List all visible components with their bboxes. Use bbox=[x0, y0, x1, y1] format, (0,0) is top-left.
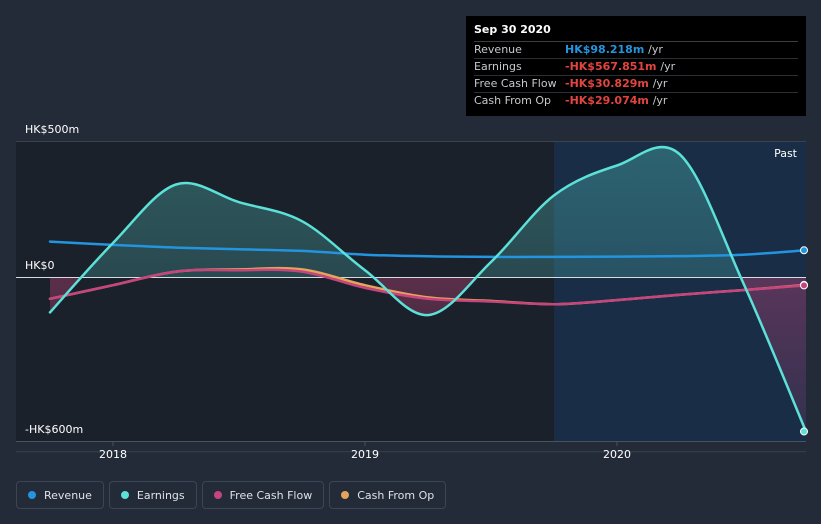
x-tick-label-2020: 2020 bbox=[603, 448, 631, 461]
legend: Revenue Earnings Free Cash Flow Cash Fro… bbox=[16, 481, 447, 509]
legend-dot-icon bbox=[341, 491, 350, 499]
y-label-zero: HK$0 bbox=[25, 259, 55, 272]
tooltip-label: Earnings bbox=[474, 60, 522, 73]
earnings-area-positive bbox=[50, 147, 806, 277]
legend-label: Cash From Op bbox=[357, 488, 435, 502]
series-end-marker-earnings[interactable] bbox=[800, 427, 808, 436]
tooltip-row-free-cash-flow: Free Cash Flow -HK$30.829m /yr bbox=[474, 76, 798, 93]
legend-item-earnings[interactable]: Earnings bbox=[108, 481, 197, 509]
tooltip-label: Cash From Op bbox=[474, 94, 552, 107]
legend-label: Free Cash Flow bbox=[229, 488, 313, 502]
series-end-marker-free-cash-flow[interactable] bbox=[800, 281, 808, 290]
tooltip-value: HK$98.218m /yr bbox=[565, 43, 663, 56]
tooltip-value: -HK$29.074m /yr bbox=[565, 94, 668, 107]
tooltip-value: -HK$30.829m /yr bbox=[565, 77, 668, 90]
earnings-area-negative bbox=[50, 277, 806, 432]
y-label-top: HK$500m bbox=[25, 123, 80, 136]
tooltip-date: Sep 30 2020 bbox=[474, 23, 798, 42]
y-label-bottom: -HK$600m bbox=[25, 423, 84, 436]
tooltip-label: Revenue bbox=[474, 43, 522, 56]
tooltip-label: Free Cash Flow bbox=[474, 77, 557, 90]
tooltip: Sep 30 2020 Revenue HK$98.218m /yr Earni… bbox=[466, 16, 806, 116]
legend-label: Revenue bbox=[44, 488, 92, 502]
x-tick-label-2018: 2018 bbox=[99, 448, 127, 461]
legend-item-revenue[interactable]: Revenue bbox=[16, 481, 104, 509]
legend-dot-icon bbox=[28, 491, 36, 499]
legend-dot-icon bbox=[120, 491, 129, 499]
x-tick-label-2019: 2019 bbox=[351, 448, 379, 461]
legend-item-cash-from-op[interactable]: Cash From Op bbox=[329, 481, 447, 509]
series-line-revenue bbox=[48, 240, 808, 259]
series-line-free-cash-flow bbox=[48, 268, 808, 306]
series-line-earnings bbox=[48, 145, 808, 433]
legend-dot-icon bbox=[213, 491, 222, 499]
past-label: Past bbox=[774, 147, 798, 160]
legend-item-free-cash-flow[interactable]: Free Cash Flow bbox=[201, 481, 325, 509]
tooltip-row-cash-from-op: Cash From Op -HK$29.074m /yr bbox=[474, 93, 798, 109]
series-end-marker-revenue[interactable] bbox=[800, 246, 808, 255]
tooltip-row-earnings: Earnings -HK$567.851m /yr bbox=[474, 59, 798, 76]
tooltip-value: -HK$567.851m /yr bbox=[565, 60, 676, 73]
tooltip-row-revenue: Revenue HK$98.218m /yr bbox=[474, 42, 798, 59]
legend-label: Earnings bbox=[136, 488, 185, 502]
